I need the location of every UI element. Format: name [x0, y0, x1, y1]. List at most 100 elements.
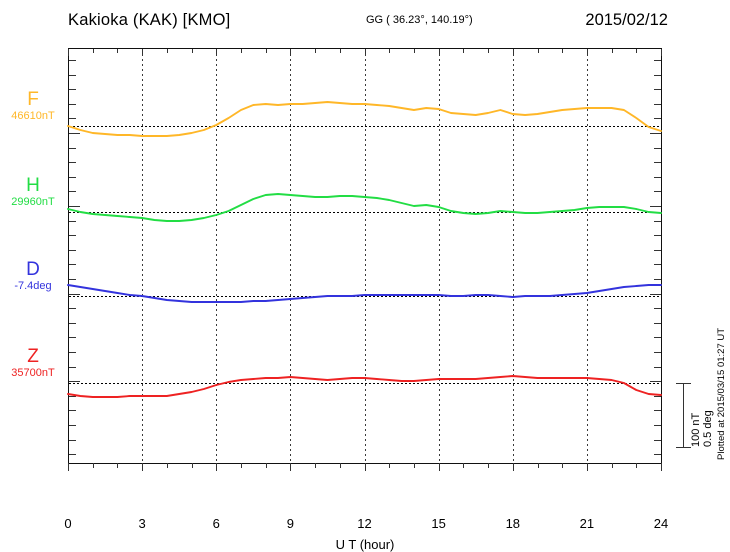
x-tick-23-bottom: [636, 463, 638, 468]
y-tick-right: [654, 264, 661, 266]
y-tick-right: [650, 381, 661, 383]
y-tick-right: [654, 118, 661, 120]
axis-left: [68, 48, 69, 464]
x-tick-11-top: [339, 49, 341, 53]
y-tick-right: [654, 103, 661, 105]
axis-right: [661, 48, 662, 464]
y-tick-left: [69, 279, 76, 280]
y-tick-right: [654, 352, 661, 353]
x-tick-5-bottom: [191, 463, 193, 468]
y-tick-left: [69, 103, 76, 105]
x-tick-label-0: 0: [64, 516, 72, 531]
y-tick-right: [654, 410, 661, 412]
x-tick-0-top: [68, 49, 69, 56]
x-tick-7-bottom: [241, 463, 242, 468]
data-traces: [67, 101, 662, 398]
y-tick-left: [69, 381, 80, 383]
y-tick-left: [69, 352, 76, 353]
x-tick-3-top: [142, 49, 144, 56]
geographic-coordinates: GG ( 36.23°, 140.19°): [366, 14, 473, 26]
trace-D: [67, 284, 662, 303]
x-tick-label-3: 3: [138, 516, 146, 531]
x-tick-18-top: [512, 49, 514, 56]
y-tick-left: [69, 366, 76, 368]
x-tick-22-bottom: [611, 463, 613, 468]
y-tick-right: [654, 322, 661, 324]
x-tick-14-bottom: [413, 463, 415, 468]
x-tick-20-top: [562, 49, 564, 53]
x-tick-19-bottom: [537, 463, 539, 468]
gridline-hour-18: [512, 49, 514, 463]
y-tick-left: [69, 308, 76, 310]
y-tick-right: [654, 439, 661, 441]
trace-F: [67, 101, 662, 137]
x-tick-7-top: [241, 49, 242, 53]
baseline-D: [69, 296, 661, 297]
y-tick-right: [650, 206, 661, 207]
baseline-Z: [69, 383, 661, 384]
x-tick-12-top: [364, 49, 366, 56]
y-tick-left: [69, 410, 76, 412]
x-tick-17-top: [488, 49, 489, 53]
x-tick-19-top: [537, 49, 539, 53]
x-tick-24-bottom: [661, 463, 662, 471]
x-tick-14-top: [413, 49, 415, 53]
x-tick-2-bottom: [117, 463, 119, 468]
x-tick-4-top: [166, 49, 168, 53]
y-tick-right: [654, 454, 661, 456]
y-tick-left: [69, 162, 76, 164]
x-tick-13-bottom: [389, 463, 391, 468]
x-tick-1-bottom: [92, 463, 94, 468]
x-tick-12-bottom: [364, 463, 366, 471]
y-tick-right: [650, 293, 661, 295]
y-tick-left: [69, 425, 76, 426]
y-tick-left: [69, 191, 76, 193]
x-tick-2-top: [117, 49, 119, 53]
y-tick-left: [69, 337, 76, 339]
x-tick-1-top: [92, 49, 94, 53]
y-tick-left: [69, 249, 76, 251]
baseline-H: [69, 212, 661, 213]
y-tick-right: [654, 249, 661, 251]
gridline-hour-9: [290, 49, 292, 463]
x-tick-13-top: [389, 49, 391, 53]
x-tick-21-top: [586, 49, 588, 56]
x-tick-4-bottom: [166, 463, 168, 468]
y-tick-right: [654, 235, 661, 237]
gridline-hour-12: [364, 49, 366, 463]
y-tick-left: [69, 133, 80, 134]
scale-bar-line: [683, 383, 684, 447]
y-tick-left: [69, 60, 76, 61]
x-tick-10-top: [315, 49, 317, 53]
x-tick-label-15: 15: [431, 516, 446, 531]
x-tick-6-top: [216, 49, 218, 56]
y-tick-right: [654, 279, 661, 280]
y-tick-right: [654, 89, 661, 91]
gridline-hour-15: [438, 49, 440, 463]
x-tick-11-bottom: [339, 463, 341, 468]
y-tick-left: [69, 322, 76, 324]
x-tick-15-bottom: [438, 463, 440, 471]
x-tick-5-top: [191, 49, 193, 53]
y-tick-left: [69, 220, 76, 222]
trace-Z: [67, 375, 662, 398]
x-tick-10-bottom: [315, 463, 317, 468]
scale-bar-deg: 0.5 deg: [702, 410, 714, 447]
component-value-D: -7.4deg: [14, 280, 52, 292]
y-tick-right: [650, 133, 661, 134]
y-tick-left: [69, 395, 76, 397]
component-value-F: 46610nT: [11, 110, 55, 122]
x-tick-label-6: 6: [212, 516, 220, 531]
y-tick-right: [654, 366, 661, 368]
x-tick-15-top: [438, 49, 440, 56]
y-tick-left: [69, 439, 76, 441]
x-tick-21-bottom: [586, 463, 588, 471]
component-symbol-F: F: [27, 89, 39, 110]
y-tick-left: [69, 454, 76, 456]
component-label-H: H 29960nT: [0, 176, 66, 209]
x-tick-18-bottom: [512, 463, 514, 471]
observation-date: 2015/02/12: [585, 11, 668, 29]
y-tick-right: [654, 425, 661, 426]
x-tick-24-top: [661, 49, 662, 56]
x-tick-3-bottom: [142, 463, 144, 471]
